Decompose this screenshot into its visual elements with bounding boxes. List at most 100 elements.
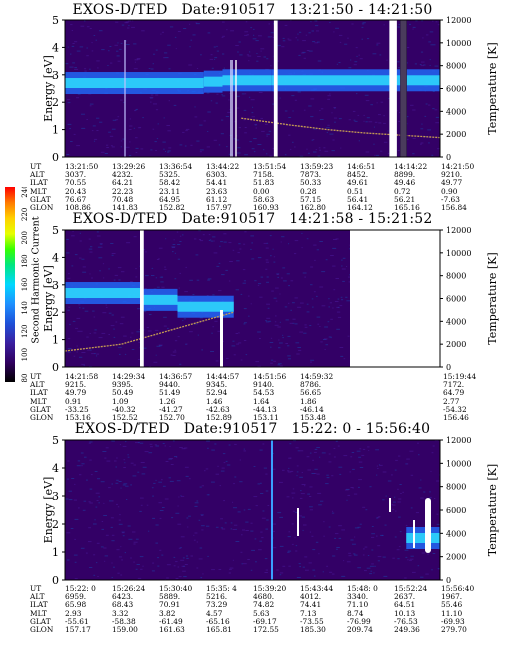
ephem-cell: 50.33 bbox=[300, 178, 322, 188]
panel1-title: EXOS-D/TED Date:910517 13:21:50 - 14:21:… bbox=[72, 2, 433, 18]
ephem-cell: 70.91 bbox=[159, 600, 181, 610]
y2tick-label: 10000 bbox=[446, 39, 471, 48]
ephem-cell: 152.52 bbox=[112, 413, 138, 422]
ephem-cell: 156.46 bbox=[443, 413, 469, 422]
ephem-cell: 15:30:40 bbox=[159, 584, 193, 593]
ytick-label: 0 bbox=[52, 574, 59, 587]
colorbar-ticks: 240 220 200 180 160 140 120 100 80 bbox=[18, 184, 32, 382]
ephem-cell: 56.65 bbox=[300, 388, 322, 398]
ephem-cell: 76.67 bbox=[65, 194, 87, 204]
y2tick-label: 8000 bbox=[446, 272, 466, 281]
ytick-label: 1 bbox=[52, 334, 59, 347]
ephem-cell: 4232. bbox=[112, 170, 134, 180]
ephem-cell: 51.83 bbox=[253, 178, 275, 188]
ephem-cell: 55.46 bbox=[441, 600, 463, 610]
ephem-cell: 14:21:58 bbox=[65, 372, 99, 381]
y2tick-label: 2000 bbox=[446, 553, 466, 562]
noise-texture bbox=[65, 440, 440, 580]
ephem-cell: -46.14 bbox=[300, 404, 324, 414]
ephem-cell: 7.13 bbox=[300, 608, 317, 618]
colorbar-tick-label: 120 bbox=[21, 325, 29, 338]
ytick-label: 5 bbox=[52, 434, 59, 447]
ephem-cell: 1.64 bbox=[253, 396, 270, 406]
ylabel: Energy [eV] bbox=[42, 477, 55, 544]
ephemeris-table-1: UT ALT ILAT MLT GLAT GLON 13:21:50 3037. 70.55 20… bbox=[30, 162, 500, 213]
ephem-cell: -33.25 bbox=[65, 404, 89, 414]
spike bbox=[389, 498, 391, 512]
ephem-cell: 15:48: 0 bbox=[347, 584, 378, 593]
spike bbox=[220, 310, 223, 367]
ephem-cell: 56.41 bbox=[347, 194, 369, 204]
ephem-cell: -44.13 bbox=[253, 404, 277, 414]
ephem-cell: 1.26 bbox=[159, 396, 176, 406]
y2tick-label: 6000 bbox=[446, 506, 466, 515]
ephem-cell: 5.63 bbox=[253, 608, 270, 618]
spike bbox=[425, 498, 431, 553]
y2tick-label: 6000 bbox=[446, 295, 466, 304]
ephem-cell: 162.80 bbox=[300, 203, 326, 212]
plot-frame bbox=[64, 229, 441, 368]
ephem-cell: 5889. bbox=[159, 592, 181, 602]
ephem-cell: -55.61 bbox=[65, 616, 89, 626]
panel3-title: EXOS-D/TED Date:910517 15:22: 0 - 15:56:… bbox=[74, 421, 431, 437]
ephem-cell: 14:14:22 bbox=[394, 162, 428, 171]
ephem-cell: 13:21:50 bbox=[65, 162, 99, 171]
ephem-row-label: GLON bbox=[30, 413, 54, 422]
ephem-cell: 4012. bbox=[300, 592, 322, 602]
ephem-cell: 157.97 bbox=[206, 203, 232, 212]
ephem-cell: -54.32 bbox=[443, 404, 467, 414]
energy-band-core bbox=[271, 75, 365, 86]
ephem-cell: 54.41 bbox=[206, 178, 228, 188]
ephem-cell: 9395. bbox=[112, 380, 134, 390]
ephem-cell: 165.16 bbox=[394, 203, 420, 212]
ephem-cell: 9140. bbox=[253, 380, 275, 390]
y2tick-label: 0 bbox=[446, 576, 451, 585]
ephem-cell: 4.57 bbox=[206, 608, 223, 618]
ephem-cell: 14:36:57 bbox=[159, 372, 193, 381]
ephem-cell: 209.74 bbox=[347, 625, 373, 634]
ephem-cell: 172.55 bbox=[253, 625, 279, 634]
ylabel: Energy [eV] bbox=[42, 55, 55, 122]
spectrogram-panel-2 bbox=[65, 230, 440, 367]
ephem-cell: 8899. bbox=[394, 170, 416, 180]
ephem-row-label: ALT bbox=[30, 380, 45, 390]
ephem-cell: 50.49 bbox=[112, 388, 134, 398]
colorbar-tick-label: 180 bbox=[21, 254, 29, 267]
ephem-cell: 11.10 bbox=[441, 608, 463, 618]
ephem-cell: 58.63 bbox=[253, 194, 275, 204]
ytick-label: 0 bbox=[52, 361, 59, 374]
ephem-cell: 64.79 bbox=[443, 388, 465, 398]
plot-frame bbox=[64, 19, 441, 158]
ephem-cell: 14:59:32 bbox=[300, 372, 334, 381]
spike bbox=[235, 60, 237, 157]
ephem-cell: 165.81 bbox=[206, 625, 232, 634]
ephem-cell: 157.17 bbox=[65, 625, 91, 634]
ylabel: Energy [eV] bbox=[42, 265, 55, 332]
ephem-row-label: UT bbox=[30, 372, 42, 381]
ephemeris-table-3: UT ALT ILAT MLT GLAT GLON 15:22: 0 6959. 65.98 2.… bbox=[30, 584, 500, 635]
y2tick-label: 0 bbox=[446, 153, 451, 162]
ephem-cell: 65.98 bbox=[65, 600, 87, 610]
ephem-row-label: UT bbox=[30, 162, 42, 171]
ephem-cell: 74.41 bbox=[300, 600, 322, 610]
ephem-cell: 141.83 bbox=[112, 203, 138, 212]
ephem-row-label: MLT bbox=[30, 396, 47, 406]
ephem-cell: -76.99 bbox=[347, 616, 371, 626]
ephem-cell: 6423. bbox=[112, 592, 134, 602]
y2tick-label: 4000 bbox=[446, 107, 466, 116]
ephem-cell: 70.55 bbox=[65, 178, 87, 188]
ytick-label: 5 bbox=[52, 224, 59, 237]
ephem-cell: -73.55 bbox=[300, 616, 324, 626]
ephem-cell: 14:6:51 bbox=[347, 162, 376, 171]
ephem-cell: 15:35: 4 bbox=[206, 584, 237, 593]
ephem-cell: 58.42 bbox=[159, 178, 181, 188]
ephem-cell: 9440. bbox=[159, 380, 181, 390]
ephem-cell: 161.63 bbox=[159, 625, 185, 634]
ytick-label: 4 bbox=[52, 41, 59, 54]
ephem-cell: 20.43 bbox=[65, 186, 87, 196]
ephem-cell: 14:44:57 bbox=[206, 372, 240, 381]
ephem-cell: 14:51:56 bbox=[253, 372, 287, 381]
ephem-row-label: ILAT bbox=[30, 178, 48, 188]
y2tick-label: 8000 bbox=[446, 483, 466, 492]
axes-panel-1: 5 4 3 2 1 0 12000 10000 8000 6000 4000 2000 0 Energy … bbox=[42, 14, 499, 164]
